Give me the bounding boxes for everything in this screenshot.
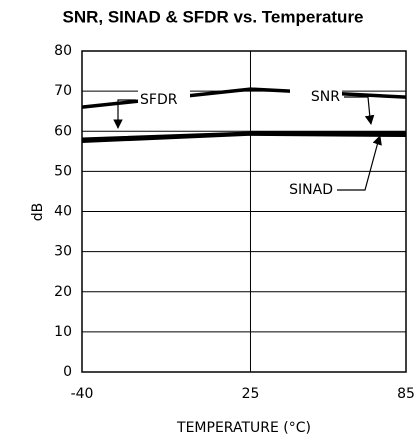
- leader-arrow: [113, 99, 136, 129]
- series-label: SNR: [311, 89, 340, 105]
- series-label: SFDR: [140, 92, 178, 108]
- plot-frame: [81, 50, 407, 373]
- x-tick-label: -40: [71, 386, 94, 402]
- y-tick-label: 50: [54, 163, 72, 179]
- series-line: [81, 87, 407, 109]
- leader-arrow: [337, 135, 382, 191]
- y-tick-label: 70: [54, 83, 72, 99]
- y-tick-label: 20: [54, 284, 72, 300]
- label-bg: [138, 90, 190, 110]
- x-tick-label: 25: [242, 386, 260, 402]
- y-axis-label: dB: [30, 203, 46, 222]
- leader-arrow: [344, 96, 375, 125]
- x-axis-label: TEMPERATURE (°C): [176, 420, 311, 436]
- x-tick-label: 85: [397, 386, 415, 402]
- y-tick-label: 80: [54, 43, 72, 59]
- y-tick-label: 40: [54, 204, 72, 220]
- y-tick-label: 0: [63, 364, 72, 380]
- series-label: SINAD: [289, 182, 333, 198]
- label-bg: [290, 87, 342, 107]
- chart-title: SNR, SINAD & SFDR vs. Temperature: [62, 7, 363, 26]
- y-tick-label: 10: [54, 324, 72, 340]
- series-line: [81, 132, 407, 144]
- y-tick-label: 30: [54, 244, 72, 260]
- y-tick-label: 60: [54, 123, 72, 139]
- label-bg: [283, 180, 335, 200]
